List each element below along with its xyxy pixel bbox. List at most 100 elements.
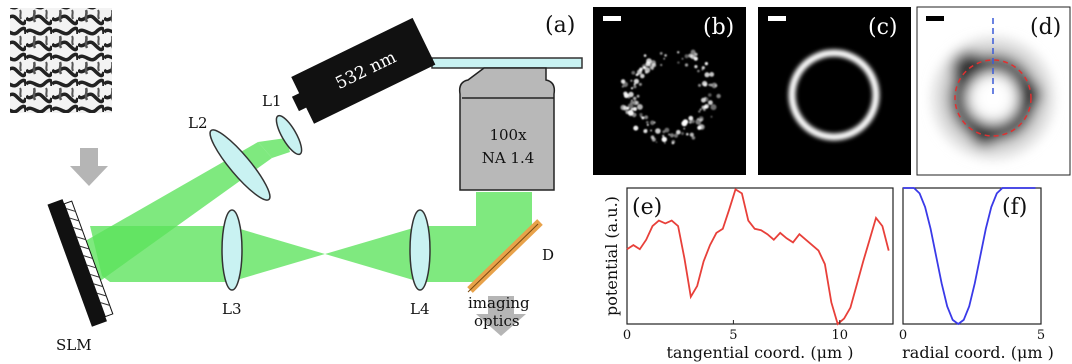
speckle — [635, 74, 638, 76]
scalebar-d — [926, 16, 944, 21]
speckle — [649, 64, 654, 69]
speckle — [684, 54, 689, 59]
speckle — [650, 60, 656, 66]
panel-c-label: (c) — [868, 15, 898, 40]
x-tick-label: 5 — [729, 328, 737, 343]
speckle — [699, 108, 702, 111]
speckle — [691, 119, 695, 124]
speckle — [631, 70, 636, 75]
imaging-arrow-icon — [476, 296, 526, 336]
speckle — [633, 83, 636, 86]
speckle — [673, 133, 679, 138]
speckle — [668, 133, 671, 136]
speckle — [664, 127, 670, 133]
imaging-label-2: optics — [474, 312, 520, 330]
speckle — [704, 96, 707, 100]
speckle — [650, 120, 655, 126]
speckle — [708, 100, 713, 105]
speckle — [676, 129, 681, 135]
panel-d: (d) — [916, 6, 1071, 176]
speckle — [677, 61, 680, 64]
chart-e-xlabel: tangential coord. (μm ) — [666, 343, 853, 362]
speckle — [633, 78, 640, 84]
chart-e-ticks: 0 5 10 — [623, 320, 848, 343]
l3-label: L3 — [222, 300, 242, 318]
speckle — [659, 52, 663, 55]
potential-map — [933, 38, 1053, 158]
panel-d-label: (d) — [1030, 15, 1061, 40]
chart-f-frame — [902, 187, 1042, 325]
speckle — [698, 116, 704, 122]
objective-label-2: NA 1.4 — [482, 149, 535, 167]
speckle — [651, 68, 654, 71]
speckle — [690, 54, 695, 60]
speckle — [682, 119, 689, 125]
chart-f-series — [903, 187, 1036, 326]
speckle — [632, 100, 638, 106]
panel-a-label: (a) — [545, 13, 575, 38]
speckle — [643, 54, 647, 57]
smooth-ring — [788, 49, 880, 141]
speckle — [645, 61, 651, 67]
speckle — [701, 105, 706, 110]
x-tick-label: 0 — [899, 328, 907, 343]
speckle — [637, 104, 643, 110]
speckle — [639, 113, 643, 117]
down-arrow-icon — [70, 148, 108, 186]
chart-e-frame — [626, 187, 894, 325]
chart-e-series — [626, 188, 890, 326]
speckle — [644, 67, 651, 73]
scalebar-b — [603, 16, 621, 21]
speckle — [630, 100, 634, 105]
speckle — [623, 91, 628, 96]
panel-c: (c) — [758, 7, 911, 175]
ring-marker — [954, 59, 1032, 137]
speckle — [633, 85, 637, 89]
speckle — [664, 54, 667, 57]
speckle — [686, 132, 689, 136]
speckle — [650, 129, 653, 132]
speckle — [623, 107, 628, 112]
speckle — [655, 128, 661, 134]
speckle — [698, 110, 701, 113]
speckle — [662, 134, 665, 138]
speckle — [646, 123, 649, 126]
slm-label: SLM — [56, 336, 92, 354]
speckle — [632, 107, 637, 111]
dichroic-label: D — [542, 246, 554, 264]
speckle — [688, 115, 694, 121]
speckle — [636, 94, 640, 98]
speckle — [661, 136, 667, 143]
speckle — [630, 79, 633, 82]
speckle — [633, 96, 637, 101]
speckle — [688, 120, 692, 124]
speckle — [681, 57, 684, 60]
speckle — [691, 136, 696, 140]
speckle — [660, 63, 663, 67]
lens-l1 — [275, 114, 303, 156]
speckle — [655, 141, 658, 143]
x-tick-label: 5 — [1037, 328, 1045, 343]
speckle — [628, 111, 634, 117]
chart-f-xlabel: radial coord. (μm ) — [902, 343, 1054, 362]
speckle — [650, 135, 655, 139]
speckle — [694, 52, 698, 57]
l2-label: L2 — [188, 114, 208, 132]
objective-label-1: 100x — [489, 126, 527, 144]
speckle — [697, 125, 702, 130]
speckle — [664, 142, 666, 144]
speckle — [704, 62, 709, 66]
speckle — [627, 103, 634, 109]
lens-l4 — [409, 209, 431, 291]
speckle — [620, 79, 626, 84]
panel-a-setup: 100x NA 1.4 532 nm (a) L1 L2 L3 L4 SLM — [10, 8, 583, 354]
speckle — [633, 125, 639, 131]
panel-e-chart: 0 5 10 (e) potential (a.u.) tangential coo… — [602, 187, 894, 362]
speckle — [621, 85, 624, 88]
speckle — [710, 115, 713, 118]
speckle — [628, 91, 634, 98]
speckle — [697, 69, 700, 73]
imaging-label-1: imaging — [468, 294, 530, 312]
speckle — [701, 66, 705, 70]
